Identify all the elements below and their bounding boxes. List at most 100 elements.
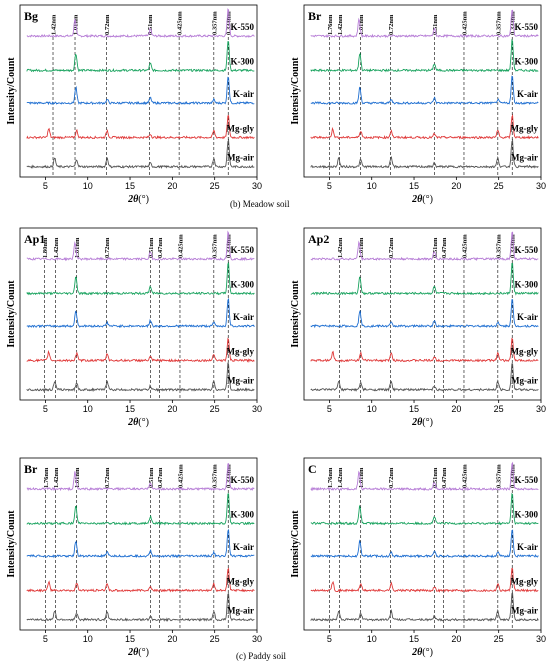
xrd-panel-6: C 1.76nm 1.42nm 1.01nm 0.72nm 0.51nm 0.47nm 0.4… bbox=[290, 457, 546, 658]
x-tick-label: 25 bbox=[494, 634, 504, 644]
x-axis-label: 2θ(°) bbox=[411, 417, 433, 428]
panel-label: Bg bbox=[24, 9, 38, 23]
reference-line-label: 1.01nm bbox=[74, 237, 81, 258]
x-tick-label: 25 bbox=[210, 181, 220, 191]
series-line bbox=[310, 592, 539, 622]
y-axis-label: Intensity/Count bbox=[290, 57, 301, 125]
series-label: Mg-air bbox=[511, 376, 538, 386]
x-tick-label: 5 bbox=[327, 181, 332, 191]
reference-line-label: 0.425nm bbox=[461, 11, 468, 35]
series-label: K-550 bbox=[231, 475, 255, 485]
series-label: K-air bbox=[517, 312, 538, 322]
plot-frame bbox=[19, 4, 258, 178]
series-line bbox=[26, 115, 255, 140]
reference-line-label: 0.47nm bbox=[157, 467, 164, 488]
series-line bbox=[26, 337, 255, 363]
x-tick-label: 30 bbox=[252, 181, 262, 191]
x-tick-label: 5 bbox=[327, 634, 332, 644]
series-label: K-air bbox=[233, 542, 254, 552]
reference-line-label: 0.47nm bbox=[441, 467, 448, 488]
series-label: K-300 bbox=[231, 509, 255, 519]
plot-frame bbox=[303, 457, 542, 631]
x-tick-label: 20 bbox=[451, 404, 461, 414]
series-label: K-300 bbox=[515, 279, 539, 289]
series-line bbox=[26, 593, 255, 622]
series-label: Mg-gly bbox=[511, 576, 539, 586]
reference-line-label: 0.357nm bbox=[211, 234, 218, 258]
reference-line-label: 1.01nm bbox=[358, 14, 365, 35]
reference-line-label: 1.42nm bbox=[53, 237, 60, 258]
x-tick-label: 30 bbox=[536, 404, 546, 414]
series-line bbox=[310, 114, 539, 140]
x-tick-label: 30 bbox=[536, 634, 546, 644]
series-line bbox=[26, 76, 255, 106]
series-label: Mg-air bbox=[227, 606, 254, 616]
series-label: K-550 bbox=[515, 475, 539, 485]
reference-line-label: 0.72nm bbox=[104, 467, 111, 488]
series-line bbox=[310, 363, 539, 392]
series-line bbox=[310, 461, 539, 492]
reference-line-label: 0.51nm bbox=[432, 467, 439, 488]
x-tick-label: 30 bbox=[252, 634, 262, 644]
series-line bbox=[310, 567, 539, 593]
series-label: Mg-air bbox=[511, 606, 538, 616]
reference-line-label: 0.51nm bbox=[148, 467, 155, 488]
series-line bbox=[26, 463, 255, 492]
x-tick-label: 10 bbox=[83, 404, 93, 414]
reference-line-label: 0.72nm bbox=[388, 14, 395, 35]
series-label: K-300 bbox=[231, 56, 255, 66]
x-tick-label: 25 bbox=[210, 634, 220, 644]
series-label: Mg-gly bbox=[227, 576, 255, 586]
series-line bbox=[310, 262, 539, 296]
x-tick-label: 15 bbox=[409, 634, 419, 644]
series-label: K-550 bbox=[515, 22, 539, 32]
reference-line-label: 0.72nm bbox=[104, 14, 111, 35]
reference-line-label: 0.357nm bbox=[495, 464, 502, 488]
x-tick-label: 25 bbox=[210, 404, 220, 414]
x-tick-label: 25 bbox=[494, 181, 504, 191]
series-line bbox=[310, 299, 539, 329]
reference-line-label: 0.357nm bbox=[211, 464, 218, 488]
plot-frame bbox=[19, 227, 258, 401]
series-line bbox=[26, 362, 255, 393]
reference-line-label: 0.51nm bbox=[147, 14, 154, 35]
series-label: Mg-gly bbox=[511, 123, 539, 133]
reference-line-label: 0.425nm bbox=[177, 11, 184, 35]
x-tick-label: 15 bbox=[125, 634, 135, 644]
x-tick-label: 20 bbox=[167, 634, 177, 644]
series-label: K-air bbox=[233, 89, 254, 99]
series-line bbox=[310, 75, 539, 106]
series-label: Mg-gly bbox=[227, 123, 255, 133]
x-tick-label: 30 bbox=[536, 181, 546, 191]
series-label: K-550 bbox=[515, 245, 539, 255]
x-tick-label: 20 bbox=[167, 181, 177, 191]
reference-line-label: 0.72nm bbox=[388, 467, 395, 488]
x-tick-label: 15 bbox=[409, 404, 419, 414]
x-tick-label: 20 bbox=[167, 404, 177, 414]
x-axis-label: 2θ(°) bbox=[127, 194, 149, 205]
series-line bbox=[26, 138, 255, 170]
x-tick-label: 10 bbox=[367, 634, 377, 644]
x-tick-label: 5 bbox=[327, 404, 332, 414]
series-label: K-air bbox=[517, 542, 538, 552]
plot-frame bbox=[303, 4, 542, 178]
reference-line-label: 1.42nm bbox=[337, 237, 344, 258]
reference-line-label: 0.72nm bbox=[104, 237, 111, 258]
xrd-panel-5: Br 1.76nm 1.42nm 1.01nm 0.72nm 0.51nm 0.47nm 0.… bbox=[6, 457, 262, 658]
series-label: Mg-air bbox=[511, 153, 538, 163]
xrd-panel-2: Br 1.76nm 1.42nm 1.01nm 0.72nm 0.51nm 0.425nm 0… bbox=[290, 4, 546, 205]
y-axis-label: Intensity/Count bbox=[6, 510, 17, 578]
panel-label: Br bbox=[24, 462, 38, 476]
panel-label: Br bbox=[308, 9, 322, 23]
series-line bbox=[310, 337, 539, 363]
x-axis-label: 2θ(°) bbox=[411, 647, 433, 658]
x-tick-label: 30 bbox=[252, 404, 262, 414]
reference-line-label: 1.42nm bbox=[337, 467, 344, 488]
series-line bbox=[310, 529, 539, 559]
series-line bbox=[310, 492, 539, 526]
x-tick-label: 5 bbox=[43, 404, 48, 414]
reference-line-label: 1.01nm bbox=[74, 467, 81, 488]
series-label: Mg-gly bbox=[511, 346, 539, 356]
series-label: Mg-gly bbox=[227, 346, 255, 356]
